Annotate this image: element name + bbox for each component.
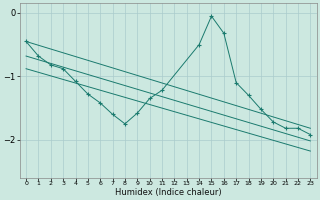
- X-axis label: Humidex (Indice chaleur): Humidex (Indice chaleur): [115, 188, 221, 197]
